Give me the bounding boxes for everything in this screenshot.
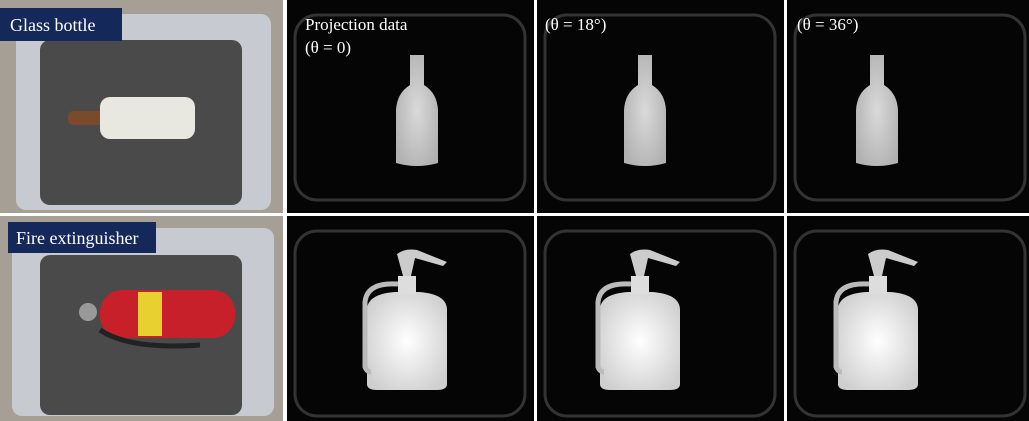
- row-label: Fire extinguisher: [16, 228, 138, 248]
- column-header: Projection data: [305, 15, 408, 34]
- xray-panels: [287, 0, 1029, 421]
- figure: Glass bottle Fire extinguisher Projectio…: [0, 0, 1029, 421]
- column-header: (θ = 36°): [797, 15, 858, 34]
- column-header: (θ = 18°): [545, 15, 606, 34]
- column-header: (θ = 0): [305, 38, 351, 57]
- row-label: Glass bottle: [10, 15, 96, 35]
